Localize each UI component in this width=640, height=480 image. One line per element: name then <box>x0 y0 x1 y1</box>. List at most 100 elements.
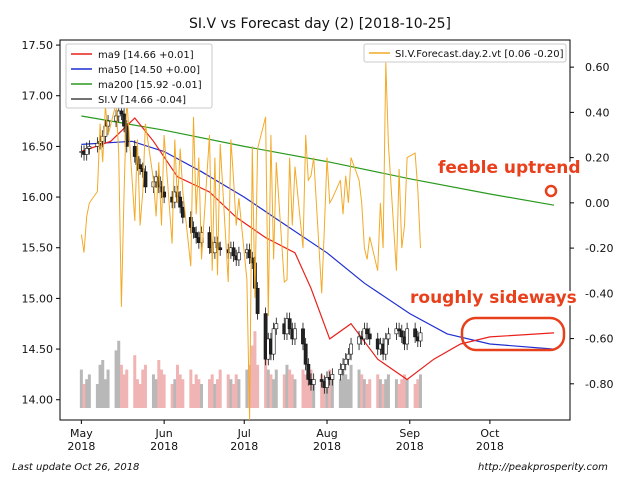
x-tick-label: Sep 2018 <box>396 427 424 453</box>
candle-body <box>287 318 292 330</box>
left-tick-label: 14.00 <box>22 394 54 407</box>
volume-bar <box>173 379 177 408</box>
volume-bar <box>338 379 342 408</box>
candle-body <box>349 343 353 355</box>
left-tick-label: 17.50 <box>22 39 54 52</box>
volume-bar <box>178 374 182 408</box>
candle-body <box>180 206 185 218</box>
volume-bar <box>405 379 409 408</box>
volume-bar <box>101 360 105 408</box>
volume-bar <box>362 379 366 408</box>
right-tick-label: -0.80 <box>585 378 613 391</box>
legend-left: ma9 [14.66 +0.01] ma50 [14.50 +0.00] ma200… <box>65 43 213 109</box>
volume-bar <box>272 379 276 408</box>
candle-body <box>405 328 410 345</box>
volume-bar <box>282 374 286 408</box>
volume-bar <box>304 374 308 408</box>
annotation-uptrend-label: feeble uptrend <box>438 158 580 178</box>
volume-bar <box>328 369 332 408</box>
candle-body <box>178 196 183 208</box>
volume-bar <box>143 364 147 408</box>
volume-bar <box>306 364 310 408</box>
candle-body <box>303 343 308 365</box>
volume-bar <box>237 379 241 408</box>
volume-bar <box>141 369 145 408</box>
x-tick-label: Oct 2018 <box>476 427 504 453</box>
axes: 14.00 14.50 15.00 15.50 16.00 16.50 17.00 17.50… <box>22 39 614 453</box>
volume-bar <box>159 369 163 408</box>
volume-bar <box>106 369 110 408</box>
x-tick-label: Jul 2018 <box>230 427 258 453</box>
left-tick-label: 14.50 <box>22 343 54 356</box>
volume-bar <box>253 331 257 408</box>
volume-bar <box>234 374 238 408</box>
forecast-line <box>80 62 421 421</box>
volume-bar <box>322 384 326 408</box>
volume-bar <box>384 379 388 408</box>
right-tick-label: 0.20 <box>585 152 610 165</box>
candle-body <box>274 323 279 330</box>
volume-bar <box>216 379 220 408</box>
volume-bar <box>208 379 212 408</box>
volume-bar <box>376 374 380 408</box>
volume-bar <box>266 369 270 408</box>
volume-bar <box>135 379 139 408</box>
candle-body <box>365 328 369 335</box>
candle-body <box>306 363 311 380</box>
volume-bar <box>418 374 422 408</box>
right-tick-label: -0.60 <box>585 333 613 346</box>
volume-bar <box>103 379 107 408</box>
candle-body <box>343 358 348 365</box>
volume-bar <box>194 374 198 408</box>
candle-body <box>330 374 335 380</box>
volume-bar <box>117 340 121 408</box>
candle-body <box>301 328 305 345</box>
volume-bar <box>378 379 382 408</box>
volume-bar <box>365 384 369 408</box>
volume-bar <box>213 384 217 408</box>
volume-bar <box>290 374 294 408</box>
volume-bar <box>210 374 214 408</box>
volume-bar <box>320 374 324 408</box>
volume-bar <box>256 364 260 408</box>
ma9-line <box>81 117 555 381</box>
volume-bar <box>114 350 118 408</box>
volume-bar <box>274 369 278 408</box>
volume-bar <box>192 384 196 408</box>
candle-body <box>346 353 351 360</box>
volume-bar <box>170 384 174 408</box>
volume-bar <box>293 379 297 408</box>
candle-body <box>394 328 399 335</box>
volume-bar <box>175 364 179 408</box>
volume-bar <box>162 374 166 408</box>
volume-bar <box>341 369 345 408</box>
candle-body <box>218 247 223 251</box>
volume-bar <box>125 369 129 408</box>
candle-body <box>124 125 129 147</box>
right-tick-label: -0.40 <box>585 287 613 300</box>
candle-body <box>357 336 361 345</box>
volume-bar <box>381 384 385 408</box>
volume-bar <box>157 360 161 408</box>
volume-bar <box>301 369 305 408</box>
volume-bar <box>122 374 126 408</box>
left-tick-label: 16.50 <box>22 140 54 153</box>
candle-body <box>255 287 260 314</box>
volume-bar <box>402 374 406 408</box>
x-tick-label: May 2018 <box>67 427 95 453</box>
candle-body <box>156 176 161 188</box>
volume-bar <box>368 379 372 408</box>
right-tick-label: -0.20 <box>585 242 613 255</box>
volume-bar <box>346 379 350 408</box>
volume-bar <box>87 374 91 408</box>
volume-bar <box>416 379 420 408</box>
candle-body <box>397 328 402 332</box>
volume-bar <box>95 384 99 408</box>
candle-body <box>341 363 345 370</box>
candle-body <box>140 168 145 173</box>
volume-bar <box>197 379 201 408</box>
footer-url: http://peakprosperity.com <box>478 462 608 473</box>
candle-body <box>95 143 100 147</box>
right-tick-label: 0.40 <box>585 106 610 119</box>
volume-bar <box>98 364 102 408</box>
